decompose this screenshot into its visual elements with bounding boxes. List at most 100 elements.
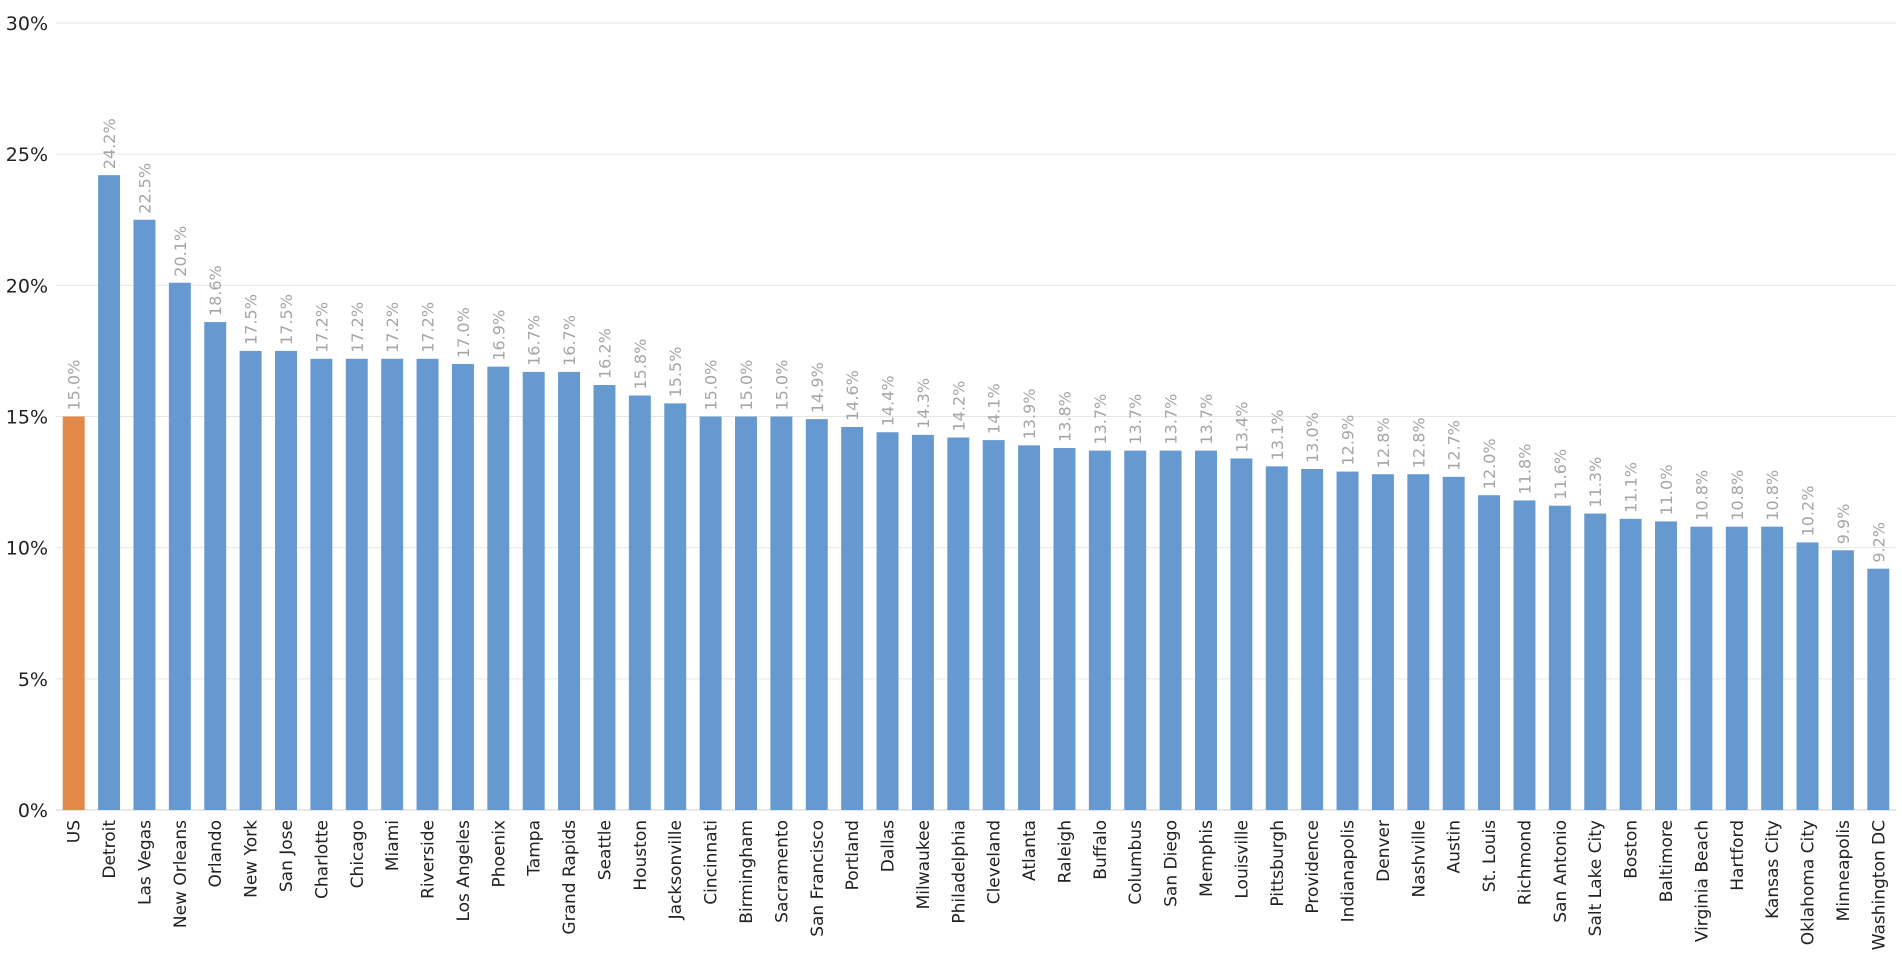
data-label: 11.0%: [1657, 465, 1676, 516]
data-label: 15.5%: [666, 347, 685, 398]
bar: [1513, 500, 1536, 810]
x-tick-label: Detroit: [100, 820, 120, 879]
bar: [133, 219, 156, 810]
x-tick-label: San Antonio: [1551, 820, 1571, 923]
data-label: 17.2%: [383, 302, 402, 353]
bar: [275, 350, 297, 810]
data-label: 16.7%: [525, 315, 544, 366]
x-tick-label: San Diego: [1162, 820, 1182, 907]
y-tick-label: 5%: [18, 669, 48, 691]
y-tick-label: 20%: [6, 275, 48, 297]
data-label: 16.9%: [489, 310, 508, 361]
data-label: 14.3%: [914, 378, 933, 429]
x-tick-label: Milwaukee: [914, 820, 934, 909]
x-tick-label: Houston: [631, 820, 651, 891]
bar: [558, 371, 581, 810]
bar: [1584, 513, 1607, 810]
x-tick-label: Jacksonville: [666, 820, 686, 920]
data-label: 13.1%: [1268, 410, 1287, 461]
data-label: 17.2%: [348, 302, 367, 353]
x-tick-label: Las Vegas: [135, 820, 155, 905]
x-tick-label: Los Angeles: [454, 820, 474, 922]
data-label: 12.8%: [1374, 417, 1393, 468]
data-label: 17.2%: [312, 302, 331, 353]
data-label: 13.0%: [1303, 412, 1322, 463]
x-tick-label: Orlando: [206, 820, 226, 887]
bar: [1195, 450, 1217, 810]
data-label: 13.7%: [1162, 394, 1181, 445]
bar: [416, 358, 439, 810]
x-tick-label: Portland: [843, 820, 863, 890]
x-tick-label: Oklahoma City: [1799, 820, 1819, 945]
data-label: 16.7%: [560, 315, 579, 366]
x-tick-label: Baltimore: [1657, 820, 1677, 902]
x-tick-label: Dallas: [879, 820, 899, 872]
y-tick-label: 15%: [6, 407, 48, 429]
bar: [1407, 474, 1430, 810]
x-tick-label: Memphis: [1197, 820, 1217, 897]
x-tick-label: Miami: [383, 820, 403, 871]
x-tick-label: Cleveland: [985, 820, 1005, 904]
x-tick-label: Boston: [1622, 820, 1642, 879]
x-tick-label: Grand Rapids: [560, 820, 580, 935]
data-label: 17.2%: [419, 302, 438, 353]
data-label: 10.2%: [1799, 486, 1818, 537]
bar: [487, 366, 510, 810]
x-tick-label: Kansas City: [1763, 820, 1783, 919]
bar: [1831, 550, 1854, 810]
data-label: 20.1%: [171, 226, 190, 277]
data-label: 15.8%: [631, 339, 650, 390]
bar: [735, 416, 757, 810]
x-tick-label: Indianapolis: [1339, 820, 1359, 923]
bar: [98, 175, 121, 811]
data-label: 12.8%: [1409, 417, 1428, 468]
y-tick-label: 30%: [6, 13, 48, 35]
bar: [1336, 471, 1359, 810]
y-tick-label: 10%: [6, 538, 48, 560]
x-tick-label: Philadelphia: [949, 820, 969, 924]
x-tick-label: Cincinnati: [702, 820, 722, 905]
bar: [310, 358, 333, 810]
bar: [982, 440, 1005, 810]
x-tick-label: San Francisco: [808, 820, 828, 937]
bar: [1088, 450, 1111, 810]
bar: [1619, 518, 1642, 810]
data-label: 12.0%: [1480, 438, 1499, 489]
bar: [1690, 526, 1713, 810]
x-tick-label: Washington DC: [1869, 820, 1889, 950]
bar: [876, 432, 899, 810]
bar: [1018, 445, 1041, 810]
x-tick-label: Virginia Beach: [1692, 820, 1712, 942]
x-tick-label: Louisville: [1232, 820, 1252, 899]
data-label: 13.7%: [1126, 394, 1145, 445]
bar: [345, 358, 368, 810]
bar: [1478, 495, 1501, 810]
data-label: 11.3%: [1586, 457, 1605, 508]
data-label: 12.7%: [1445, 420, 1464, 471]
bar: [1725, 526, 1748, 810]
data-label: 15.0%: [772, 360, 791, 411]
bar: [451, 364, 474, 810]
x-tick-label: Salt Lake City: [1586, 820, 1606, 936]
data-label: 18.6%: [206, 265, 225, 316]
x-tick-label: Austin: [1445, 820, 1465, 873]
bar: [1230, 458, 1253, 810]
x-tick-label: Pittsburgh: [1268, 820, 1288, 907]
data-label: 16.2%: [595, 328, 614, 379]
data-label: 13.7%: [1197, 394, 1216, 445]
x-tick-label: St. Louis: [1480, 820, 1500, 892]
data-label: 15.0%: [702, 360, 721, 411]
bar: [841, 426, 864, 810]
data-label: 15.0%: [65, 360, 84, 411]
bar: [664, 403, 687, 810]
bar: [628, 395, 651, 810]
data-label: 10.8%: [1692, 470, 1711, 521]
x-tick-label: Seattle: [595, 820, 615, 880]
bar: [1655, 521, 1677, 810]
data-label: 13.4%: [1232, 402, 1251, 453]
x-tick-label: Hartford: [1728, 820, 1748, 891]
bar: [522, 371, 545, 810]
y-axis-ticks: 0% 5% 10% 15% 20% 25% 30%: [6, 13, 48, 822]
bar: [1124, 450, 1147, 810]
